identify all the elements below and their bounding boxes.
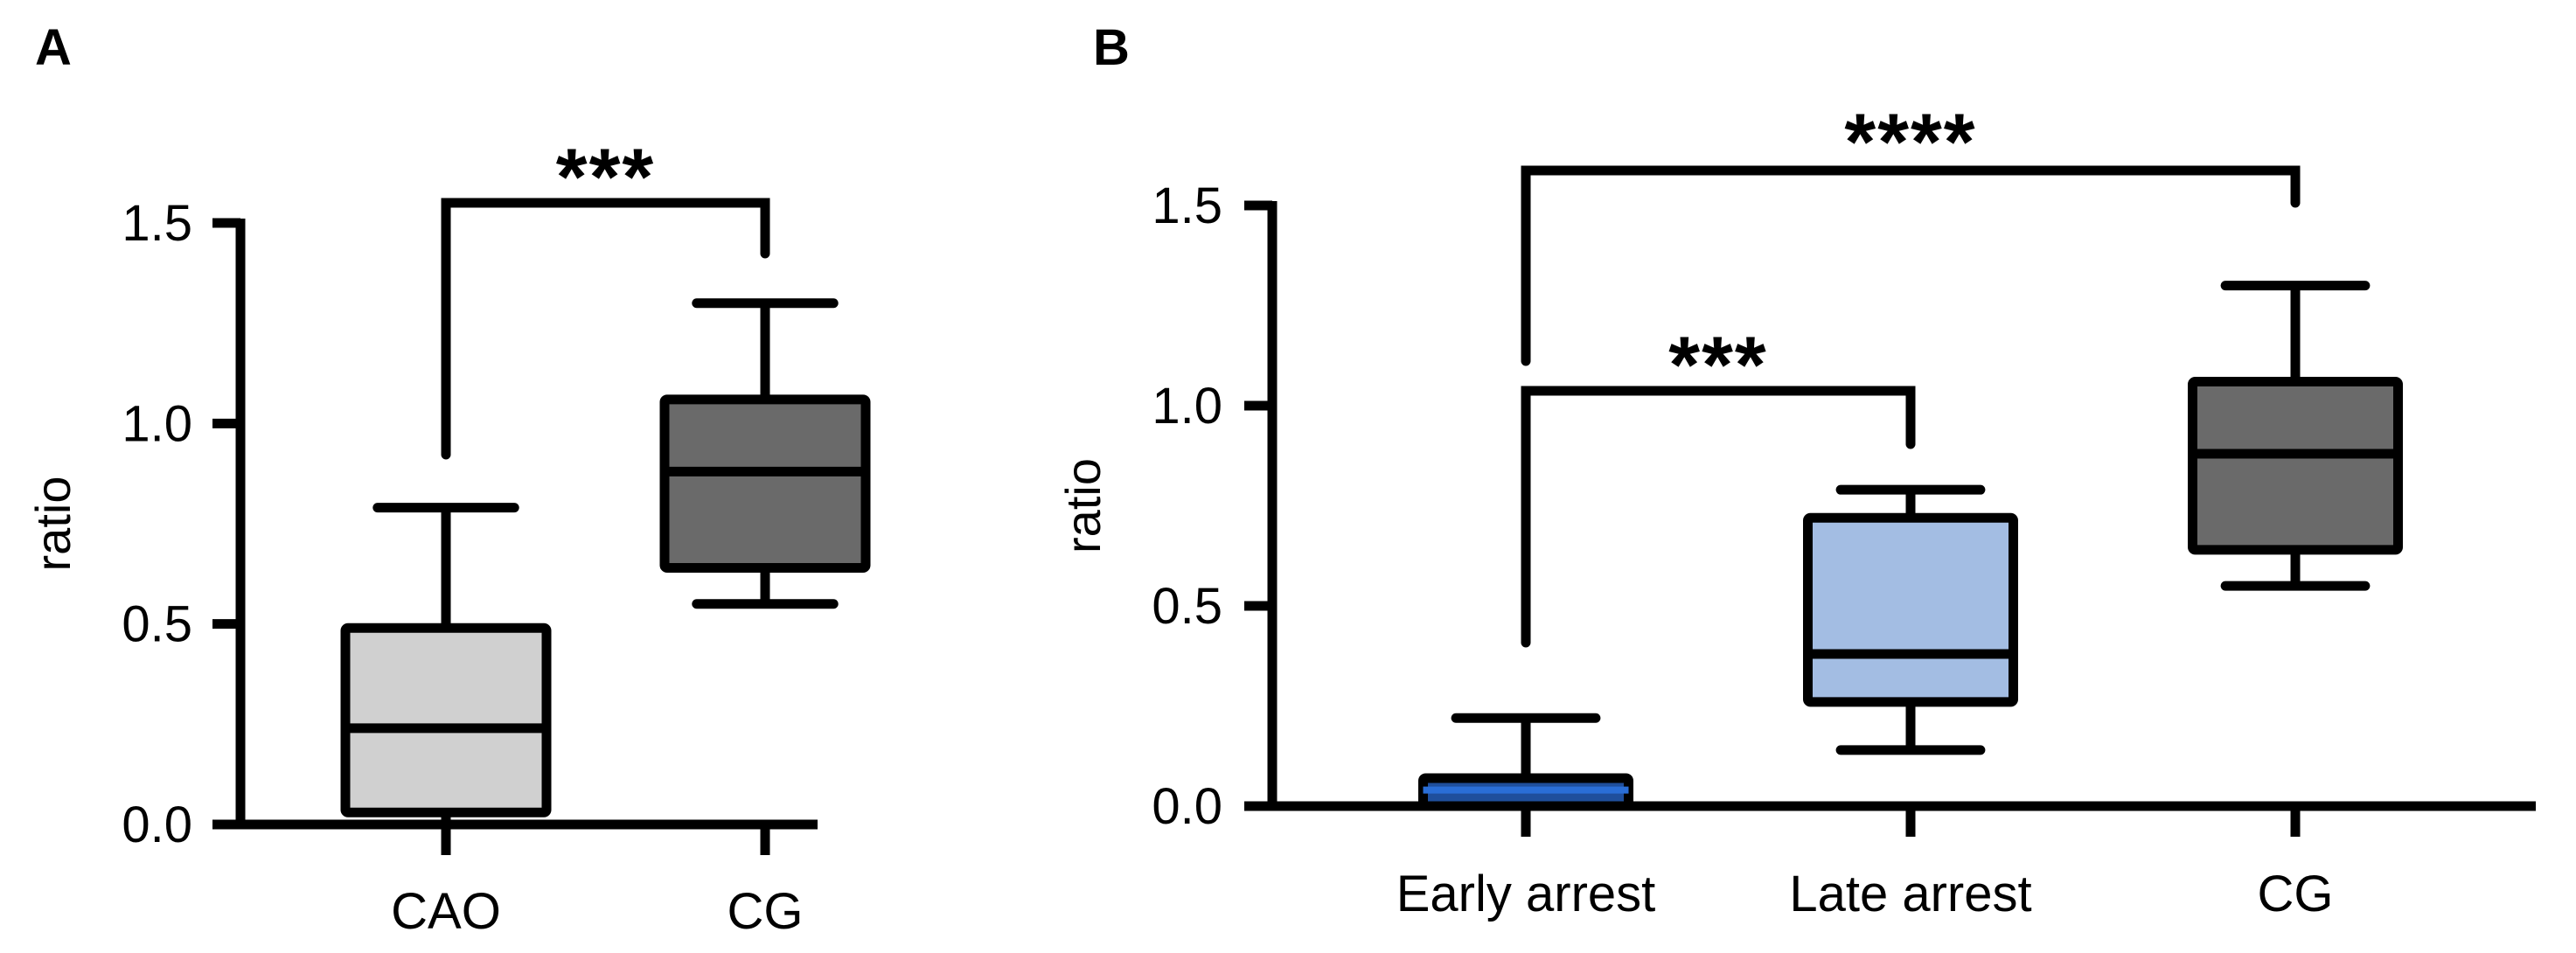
- box-cg: [2188, 377, 2403, 555]
- y-tick-label: 1.5: [122, 195, 192, 252]
- panel-a-label: A: [35, 19, 72, 76]
- x-category-label: Late arrest: [1789, 866, 2031, 922]
- significance-bracket: [441, 198, 770, 460]
- significance-bracket: [1521, 386, 1916, 648]
- panel-b-plot: 0.0 0.5 1.0 1.5 ratio Early arrest Late arrest…: [1055, 98, 2536, 922]
- box-late-arrest: [1803, 512, 2018, 707]
- y-tick-label: 0.5: [1152, 578, 1222, 635]
- x-category-label: CG: [2258, 866, 2334, 922]
- x-category-label: CG: [728, 883, 804, 940]
- panel-b-label: B: [1093, 19, 1130, 76]
- box-cao: [340, 623, 552, 817]
- y-tick-label: 0.0: [122, 796, 192, 853]
- significance-bracket: [1521, 165, 2301, 366]
- y-axis-title: ratio: [25, 476, 80, 572]
- significance-label: ****: [1844, 98, 1976, 187]
- significance-label: ***: [556, 133, 655, 222]
- box-cg: [659, 394, 871, 573]
- y-tick-label: 0.5: [122, 596, 192, 653]
- y-axis-title: ratio: [1055, 458, 1110, 553]
- y-tick-label: 0.0: [1152, 778, 1222, 835]
- x-category-label: CAO: [391, 883, 501, 940]
- x-category-label: Early arrest: [1396, 866, 1656, 922]
- significance-label: ***: [1668, 321, 1767, 410]
- y-tick-label: 1.0: [1152, 378, 1222, 435]
- y-tick-label: 1.0: [122, 395, 192, 452]
- y-tick-label: 1.5: [1152, 177, 1222, 234]
- panel-a-plot: 0.0 0.5 1.0 1.5 ratio CAO CG ***: [25, 133, 871, 940]
